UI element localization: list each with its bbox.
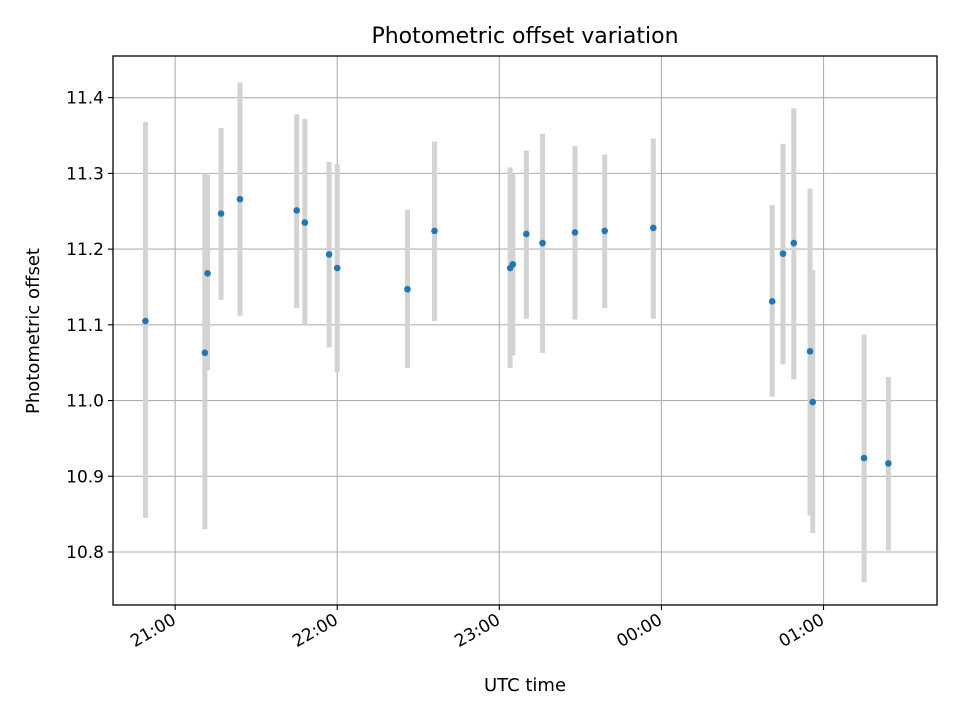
data-point xyxy=(301,219,309,226)
data-point xyxy=(142,317,149,325)
data-point xyxy=(431,227,438,235)
data-point xyxy=(236,195,244,203)
data-point xyxy=(333,264,341,272)
data-point xyxy=(790,239,798,247)
chart-title: Photometric offset variation xyxy=(371,24,678,49)
data-point xyxy=(601,227,608,235)
y-tick-label: 11.2 xyxy=(66,240,104,260)
data-point xyxy=(539,239,546,247)
data-point xyxy=(809,398,817,406)
data-point xyxy=(204,270,211,277)
data-point xyxy=(217,210,225,217)
y-tick-label: 10.8 xyxy=(66,543,104,563)
data-point xyxy=(509,260,517,268)
data-point xyxy=(201,349,209,357)
data-point xyxy=(806,348,814,355)
data-point xyxy=(885,460,892,467)
data-point xyxy=(571,229,579,236)
y-tick-label: 11.1 xyxy=(66,316,104,336)
data-point xyxy=(768,298,776,305)
y-tick-labels: 10.8 10.9 11.0 11.1 11.2 11.3 11.4 xyxy=(66,89,104,563)
data-point xyxy=(650,224,657,232)
data-point xyxy=(523,230,530,238)
data-point xyxy=(293,207,301,214)
data-point xyxy=(860,454,868,462)
y-tick-label: 11.3 xyxy=(66,164,104,184)
y-axis-label: Photometric offset xyxy=(23,248,44,414)
data-points xyxy=(142,195,892,467)
y-tick-label: 11.0 xyxy=(66,392,104,412)
plot-frame xyxy=(112,55,938,606)
data-point xyxy=(404,285,411,293)
data-point xyxy=(779,250,787,257)
data-point xyxy=(325,251,333,258)
x-axis-label: UTC time xyxy=(484,675,566,696)
plot-area-background xyxy=(113,56,937,605)
tick-marks xyxy=(108,97,825,610)
y-tick-label: 10.9 xyxy=(66,467,104,487)
y-tick-label: 11.4 xyxy=(66,89,104,109)
